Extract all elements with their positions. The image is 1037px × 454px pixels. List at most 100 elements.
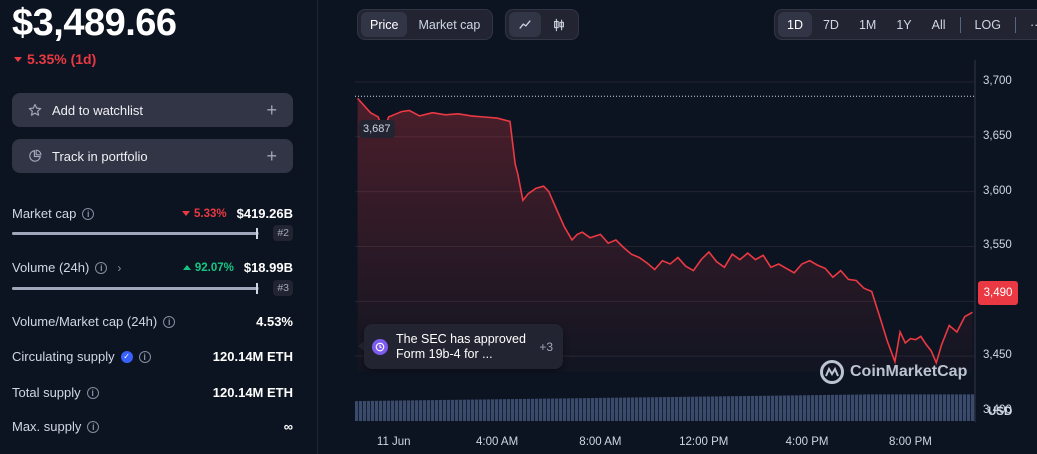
volume-bar <box>415 400 419 421</box>
news-clock-icon <box>372 338 388 355</box>
price-change: 5.35% (1d) <box>14 51 96 67</box>
volume-bar <box>491 399 495 421</box>
more-options-button[interactable]: ··· <box>1029 17 1037 32</box>
market-cap-label: Market cap <box>12 206 77 221</box>
range-1m[interactable]: 1M <box>858 17 877 32</box>
volume-rank: #3 <box>273 280 293 296</box>
info-icon[interactable]: i <box>95 261 108 274</box>
add-to-watchlist-label: Add to watchlist <box>52 102 144 118</box>
volume-bar <box>923 394 927 421</box>
info-icon[interactable]: i <box>163 315 176 328</box>
volume-market-cap-label: Volume/Market cap (24h) <box>12 314 158 329</box>
volume-bar <box>751 395 755 421</box>
track-portfolio-button[interactable]: Track in portfolio + <box>12 139 293 173</box>
volume-bar <box>859 394 863 421</box>
volume-bar <box>843 394 847 421</box>
market-cap-rank: #2 <box>273 225 293 241</box>
volume-bar <box>767 395 771 421</box>
y-tick-label: 3,450 <box>983 349 1012 362</box>
volume-bar <box>699 396 703 421</box>
volume-bar <box>967 394 971 421</box>
volume-bar <box>435 400 439 421</box>
circulating-supply-label: Circulating supply <box>12 349 115 364</box>
volume-bar <box>615 397 619 421</box>
volume-bar <box>355 401 359 421</box>
volume-bar <box>471 399 475 421</box>
line-chart-button[interactable] <box>509 12 541 37</box>
pie-chart-icon <box>28 149 42 163</box>
volume-bar <box>867 394 871 421</box>
range-all[interactable]: All <box>931 17 946 32</box>
volume-bar-fill <box>12 286 257 290</box>
volume-bar <box>411 400 415 421</box>
volume-bar <box>595 397 599 421</box>
volume-row: Volume (24h) i › 92.07% $18.99B <box>12 260 293 275</box>
news-more-count[interactable]: +3 <box>539 339 553 354</box>
tab-price[interactable]: Price <box>361 12 408 37</box>
candlestick-chart-button[interactable] <box>543 12 575 37</box>
range-1y[interactable]: 1Y <box>896 17 912 32</box>
volume-bar <box>591 398 595 421</box>
plus-icon: + <box>266 99 277 120</box>
volume-bar <box>883 394 887 421</box>
volume-bar <box>679 396 683 421</box>
volume-bar <box>927 394 931 421</box>
volume-bar <box>851 394 855 421</box>
volume-bar <box>651 397 655 421</box>
volume-bar <box>675 396 679 421</box>
volume-bar <box>943 394 947 421</box>
info-icon[interactable]: i <box>138 350 151 363</box>
coin-stats-panel: $3,489.66 5.35% (1d) Add to watchlist + … <box>0 0 318 454</box>
verified-check-icon: ✓ <box>120 350 133 363</box>
tab-market-cap[interactable]: Market cap <box>418 17 481 32</box>
volume-bar <box>463 399 467 421</box>
volume-bar <box>759 395 763 421</box>
volume-bar <box>655 397 659 421</box>
log-scale-toggle[interactable]: LOG <box>974 17 1001 32</box>
volume-bar <box>439 399 443 421</box>
volume-bar <box>827 394 831 421</box>
volume-bar <box>879 394 883 421</box>
add-to-watchlist-button[interactable]: Add to watchlist + <box>12 93 293 127</box>
volume-bar <box>875 394 879 421</box>
volume-value: $18.99B <box>243 260 293 275</box>
price-change-value: 5.35% (1d) <box>27 51 97 67</box>
volume-bar <box>659 397 663 421</box>
volume-bar <box>935 394 939 421</box>
range-1d[interactable]: 1D <box>778 12 812 37</box>
caret-up-icon <box>182 265 191 270</box>
volume-bar <box>631 397 635 421</box>
volume-change: 92.07% <box>182 262 234 274</box>
info-icon[interactable]: i <box>86 386 99 399</box>
high-price-label: 3,687 <box>359 120 395 138</box>
caret-down-icon <box>14 56 22 62</box>
volume-bar <box>755 395 759 421</box>
x-tick-label: 12:00 PM <box>679 436 729 448</box>
volume-bar <box>575 398 579 421</box>
news-event-card[interactable]: The SEC has approved Form 19b-4 for ... … <box>364 324 563 369</box>
volume-market-cap-value: 4.53% <box>256 314 293 329</box>
market-cap-row: Market cap i 5.33% $419.26B <box>12 206 293 221</box>
volume-bar <box>383 400 387 421</box>
chevron-right-icon[interactable]: › <box>117 260 122 275</box>
y-tick-label: 3,700 <box>983 74 1012 87</box>
volume-bar <box>855 394 859 421</box>
range-7d[interactable]: 7D <box>822 17 839 32</box>
volume-bar <box>667 397 671 421</box>
x-tick-label: 8:00 PM <box>888 436 932 448</box>
volume-bar <box>375 400 379 421</box>
volume-bar <box>863 394 867 421</box>
volume-bar <box>959 394 963 421</box>
max-supply-label: Max. supply <box>12 419 82 434</box>
volume-bar <box>903 394 907 421</box>
chart-metric-toggle: Price Market cap <box>357 9 494 40</box>
y-tick-label: 3,600 <box>983 184 1012 197</box>
volume-bar <box>587 398 591 421</box>
volume-bar <box>499 399 503 421</box>
volume-bar <box>451 399 455 421</box>
volume-bar <box>739 396 743 421</box>
info-icon[interactable]: i <box>82 207 95 220</box>
info-icon[interactable]: i <box>87 420 100 433</box>
volume-bar <box>735 396 739 421</box>
volume-bar <box>479 399 483 421</box>
